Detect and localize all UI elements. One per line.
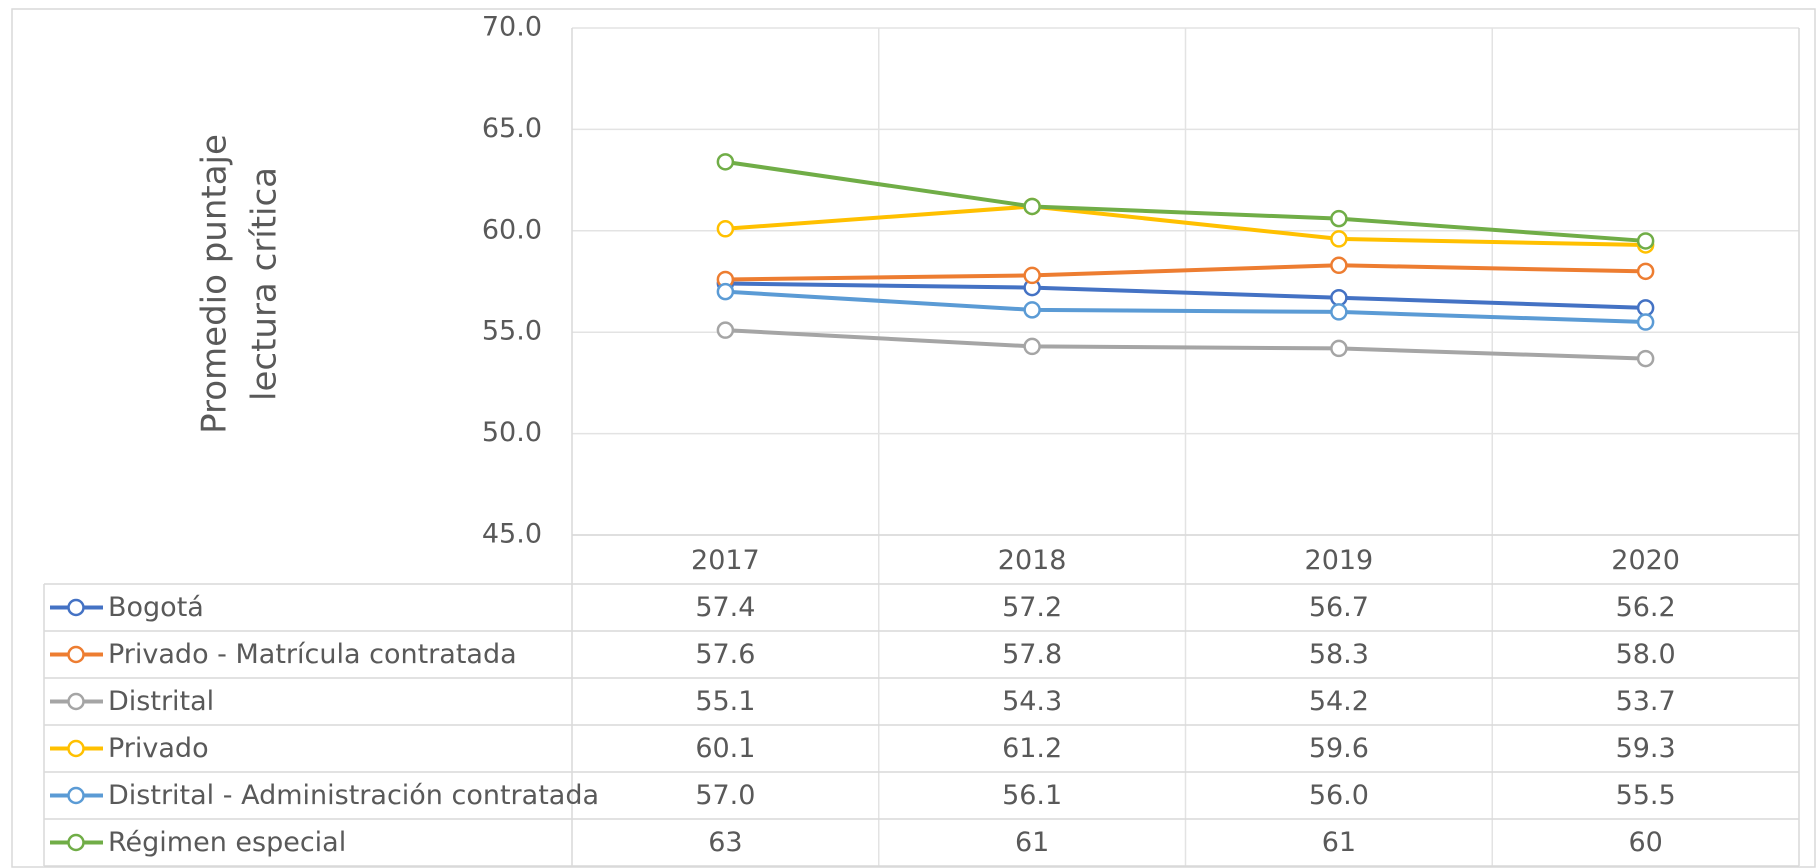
data-label: 55.5 (1616, 780, 1676, 811)
chart-border (11, 8, 1816, 868)
data-label: 55.1 (695, 686, 755, 717)
data-label: 61 (1015, 827, 1049, 858)
series-marker (1330, 303, 1348, 321)
y-tick-label: 70.0 (482, 12, 542, 43)
series-line (725, 159, 1646, 243)
data-label: 59.3 (1616, 733, 1676, 764)
legend-marker (67, 786, 85, 805)
data-label: 58.3 (1309, 639, 1369, 670)
series-line (725, 289, 1646, 325)
series-marker (1636, 313, 1655, 331)
x-tick-label: 2020 (1611, 545, 1680, 576)
data-label: 56.2 (1616, 592, 1676, 623)
y-tick-label: 50.0 (482, 417, 542, 448)
series-line (725, 263, 1646, 282)
data-label: 57.8 (1002, 639, 1062, 670)
data-label: 53.7 (1616, 686, 1676, 717)
series-marker (716, 321, 735, 339)
legend-marker (67, 739, 85, 758)
legend-marker (67, 692, 85, 711)
legend-marker (67, 598, 85, 617)
series-marker (1636, 299, 1655, 317)
series-line (725, 328, 1646, 361)
legend-label: Bogotá (108, 592, 204, 623)
data-label: 56.1 (1002, 780, 1062, 811)
y-tick-label: 60.0 (482, 214, 542, 245)
series-marker (1330, 209, 1348, 228)
data-label: 56.0 (1309, 780, 1369, 811)
y-tick-label: 45.0 (482, 519, 542, 550)
data-label: 63 (708, 827, 742, 858)
legend-label: Distrital (108, 686, 214, 717)
y-axis-title-line: lectura crítica (245, 167, 285, 401)
legend-marker (67, 645, 85, 664)
series-marker (716, 220, 735, 238)
data-label: 61.2 (1002, 733, 1062, 764)
series-line (725, 281, 1646, 310)
data-label: 60.1 (695, 733, 755, 764)
data-label: 59.6 (1309, 733, 1369, 764)
x-tick-label: 2019 (1305, 545, 1374, 576)
series-marker (1023, 301, 1041, 319)
series-marker (716, 282, 735, 301)
data-label: 58.0 (1616, 639, 1676, 670)
series-marker (1023, 197, 1041, 216)
series-marker (1636, 232, 1655, 250)
series-marker (1023, 337, 1041, 356)
data-label: 57.2 (1002, 592, 1062, 623)
data-label: 60 (1628, 827, 1662, 858)
series-marker (1330, 230, 1348, 248)
series-marker (1636, 262, 1655, 281)
data-label: 57.0 (695, 780, 755, 811)
legend-label: Privado - Matrícula contratada (108, 639, 517, 670)
data-label: 54.2 (1309, 686, 1369, 717)
y-tick-label: 55.0 (482, 316, 542, 347)
series-marker (716, 153, 735, 171)
y-axis-title-line: Promedio puntaje (195, 134, 235, 434)
data-label: 54.3 (1002, 686, 1062, 717)
series-marker (1023, 266, 1041, 285)
series-marker (1330, 339, 1348, 358)
data-label: 61 (1322, 827, 1356, 858)
y-tick-label: 65.0 (482, 113, 542, 144)
series-marker (1330, 256, 1348, 275)
data-label: 57.6 (695, 639, 755, 670)
data-label: 56.7 (1309, 592, 1369, 623)
series-marker (1636, 349, 1655, 368)
data-label: 57.4 (695, 592, 755, 623)
x-tick-label: 2017 (691, 545, 760, 576)
series-line (725, 204, 1646, 247)
x-tick-label: 2018 (998, 545, 1067, 576)
series-marker (1330, 288, 1348, 307)
legend-label: Régimen especial (108, 827, 346, 858)
legend-label: Distrital - Administración contratada (108, 780, 599, 811)
legend-marker (67, 833, 85, 852)
y-axis-title: Promedio puntaje lectura crítica (195, 134, 285, 434)
legend-label: Privado (108, 733, 209, 764)
